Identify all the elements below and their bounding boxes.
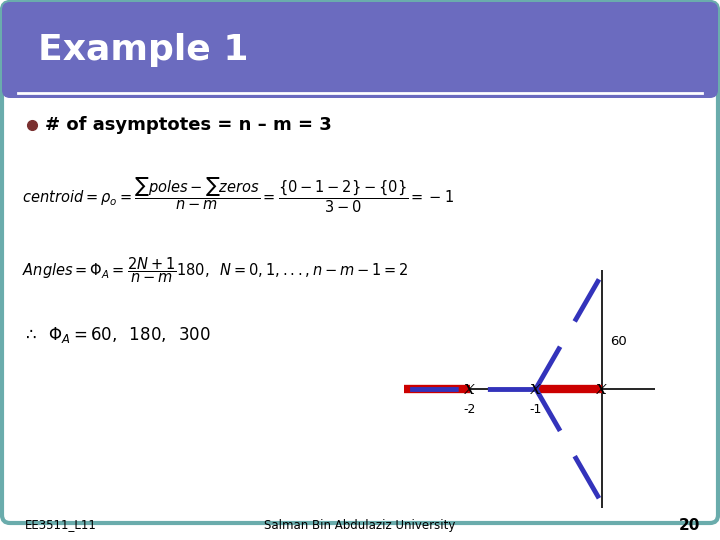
Text: 60: 60 <box>610 335 626 348</box>
Text: x: x <box>464 380 475 398</box>
FancyBboxPatch shape <box>2 2 718 523</box>
Text: 20: 20 <box>679 517 700 532</box>
Text: $\mathit{centroid} = \rho_o = \dfrac{\sum \mathit{poles} - \sum \mathit{zeros}}{: $\mathit{centroid} = \rho_o = \dfrac{\su… <box>22 175 454 215</box>
Text: -2: -2 <box>464 403 476 416</box>
Text: -1: -1 <box>530 403 542 416</box>
Text: $\mathit{Angles} = \Phi_A = \dfrac{2N+1}{n-m}180, \;\; N = 0,1,...,n-m-1=2$: $\mathit{Angles} = \Phi_A = \dfrac{2N+1}… <box>22 255 409 285</box>
Text: EE3511_L11: EE3511_L11 <box>25 518 97 531</box>
Text: $\therefore \;\; \Phi_A = 60, \;\; 180, \;\; 300$: $\therefore \;\; \Phi_A = 60, \;\; 180, … <box>22 325 211 345</box>
Bar <box>10 70 710 90</box>
Text: Example 1: Example 1 <box>38 33 248 67</box>
Text: x: x <box>531 380 541 398</box>
FancyBboxPatch shape <box>2 2 718 98</box>
Text: # of asymptotes = n – m = 3: # of asymptotes = n – m = 3 <box>45 116 332 134</box>
Text: Salman Bin Abdulaziz University: Salman Bin Abdulaziz University <box>264 518 456 531</box>
Text: x: x <box>596 380 607 398</box>
